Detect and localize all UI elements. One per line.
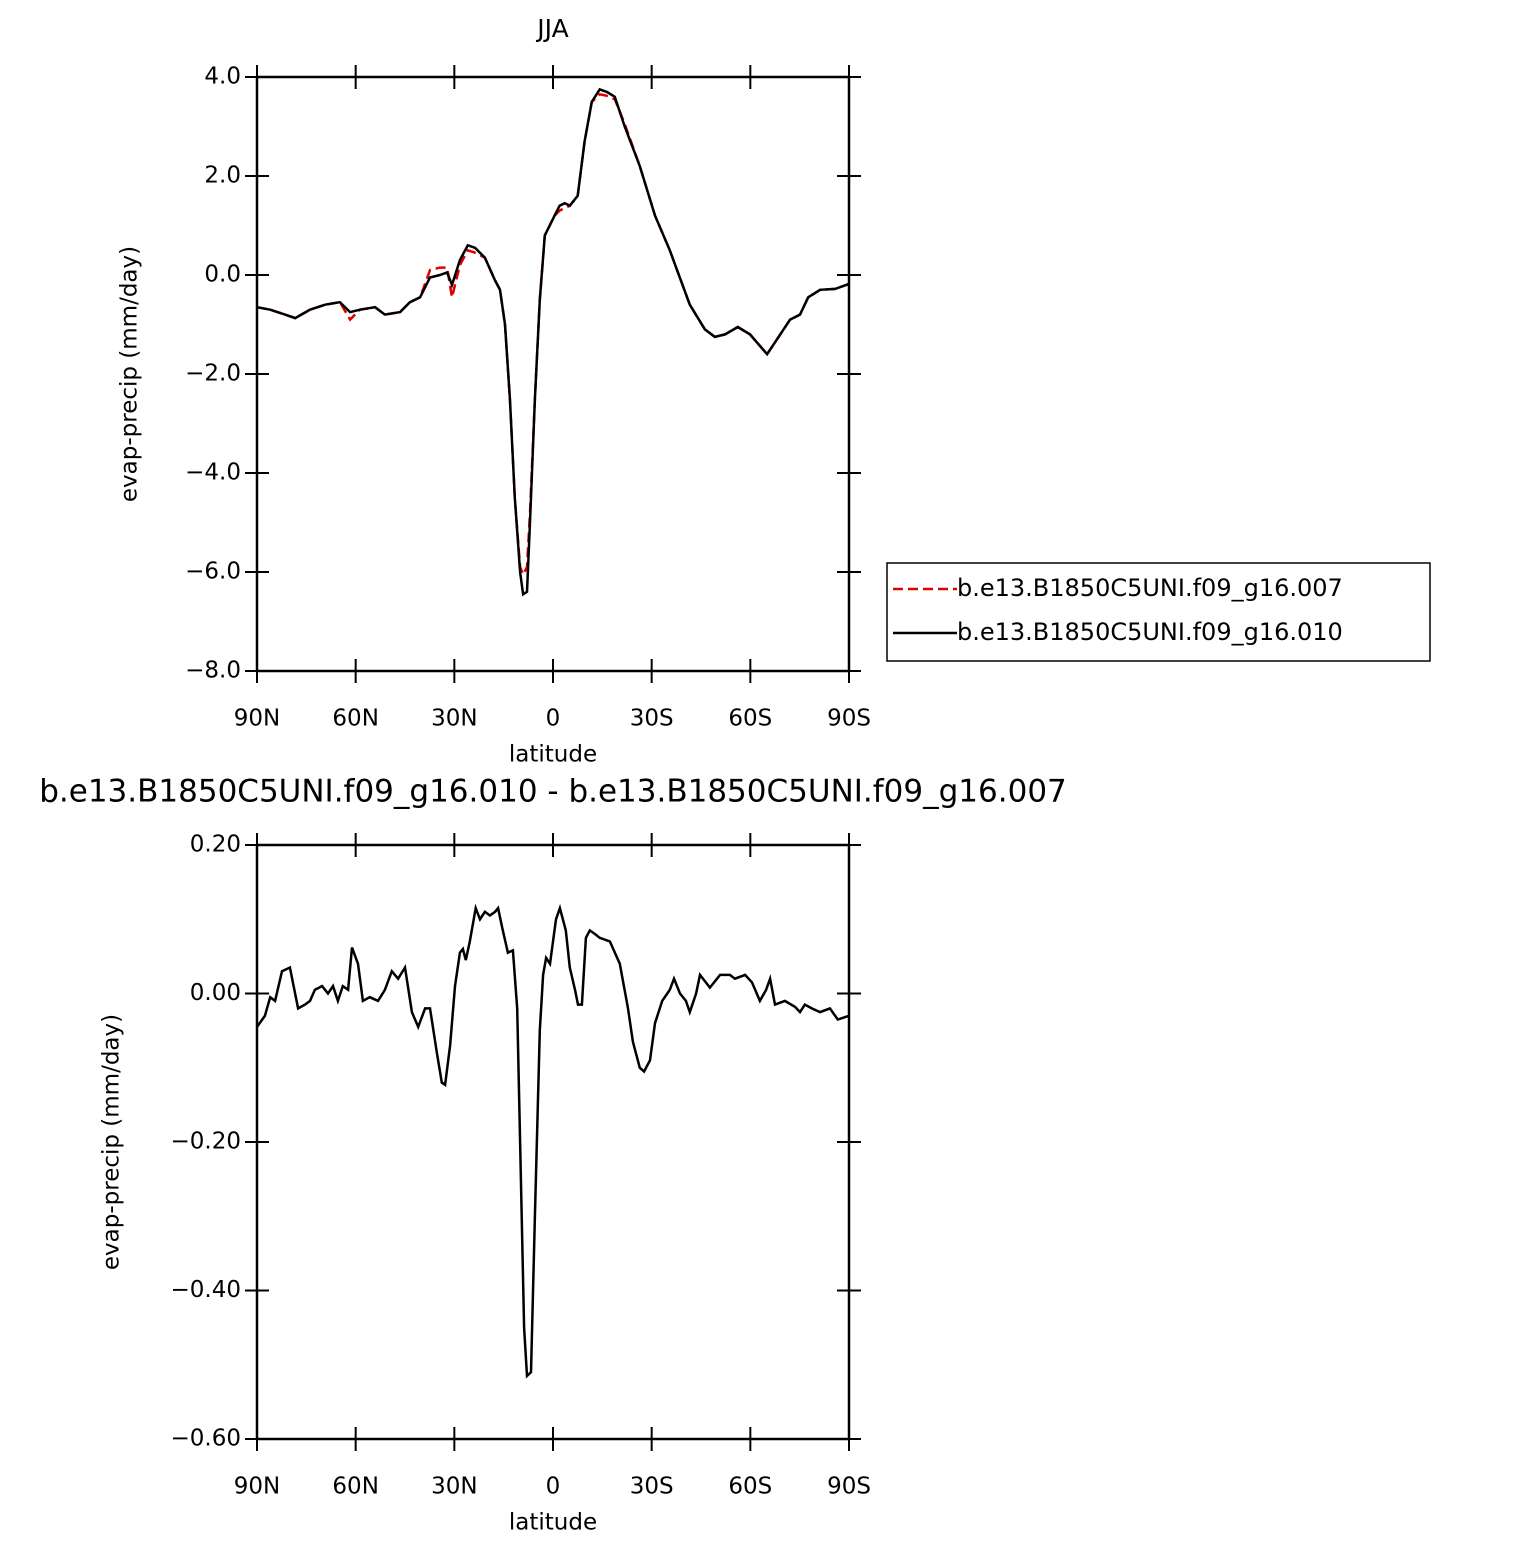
data-line <box>256 87 850 597</box>
y-axis-label: evap-precip (mm/day) <box>99 1014 125 1270</box>
y-tick-label: −2.0 <box>185 361 241 387</box>
legend-label: b.e13.B1850C5UNI.f09_g16.010 <box>957 618 1343 646</box>
y-tick-label: −0.40 <box>171 1277 241 1303</box>
y-tick-label: 0.20 <box>190 832 241 858</box>
y-tick-label: −6.0 <box>185 559 241 585</box>
y-tick-label: 0.0 <box>204 262 241 288</box>
data-line <box>256 92 850 578</box>
x-tick-label: 30S <box>630 706 674 732</box>
y-tick-label: 0.00 <box>190 980 241 1006</box>
y-tick-label: 4.0 <box>204 64 241 90</box>
y-tick-label: 2.0 <box>204 163 241 189</box>
y-tick-label: −4.0 <box>185 460 241 486</box>
chart-title: b.e13.B1850C5UNI.f09_g16.010 - b.e13.B18… <box>39 774 1067 810</box>
y-axis-label: evap-precip (mm/day) <box>117 246 143 502</box>
legend-box <box>886 562 1431 662</box>
x-tick-label: 90N <box>234 1474 280 1500</box>
x-tick-label: 30N <box>431 1474 477 1500</box>
x-tick-label: 30S <box>630 1474 674 1500</box>
x-axis-label: latitude <box>509 1510 597 1536</box>
x-tick-label: 90N <box>234 706 280 732</box>
x-tick-label: 60N <box>332 1474 378 1500</box>
x-tick-label: 90S <box>827 706 871 732</box>
x-tick-label: 60S <box>728 1474 772 1500</box>
x-tick-label: 60S <box>728 706 772 732</box>
x-tick-label: 90S <box>827 1474 871 1500</box>
x-tick-label: 0 <box>546 706 561 732</box>
plot-frame <box>255 75 851 673</box>
y-tick-label: −0.20 <box>171 1129 241 1155</box>
x-tick-label: 60N <box>332 706 378 732</box>
legend-label: b.e13.B1850C5UNI.f09_g16.007 <box>957 574 1343 602</box>
data-line <box>255 903 850 1379</box>
y-tick-label: −8.0 <box>185 658 241 684</box>
x-tick-label: 0 <box>546 1474 561 1500</box>
chart-title: JJA <box>535 14 568 43</box>
plot-frame <box>255 843 851 1441</box>
y-tick-label: −0.60 <box>171 1426 241 1452</box>
x-tick-label: 30N <box>431 706 477 732</box>
x-axis-label: latitude <box>509 742 597 768</box>
